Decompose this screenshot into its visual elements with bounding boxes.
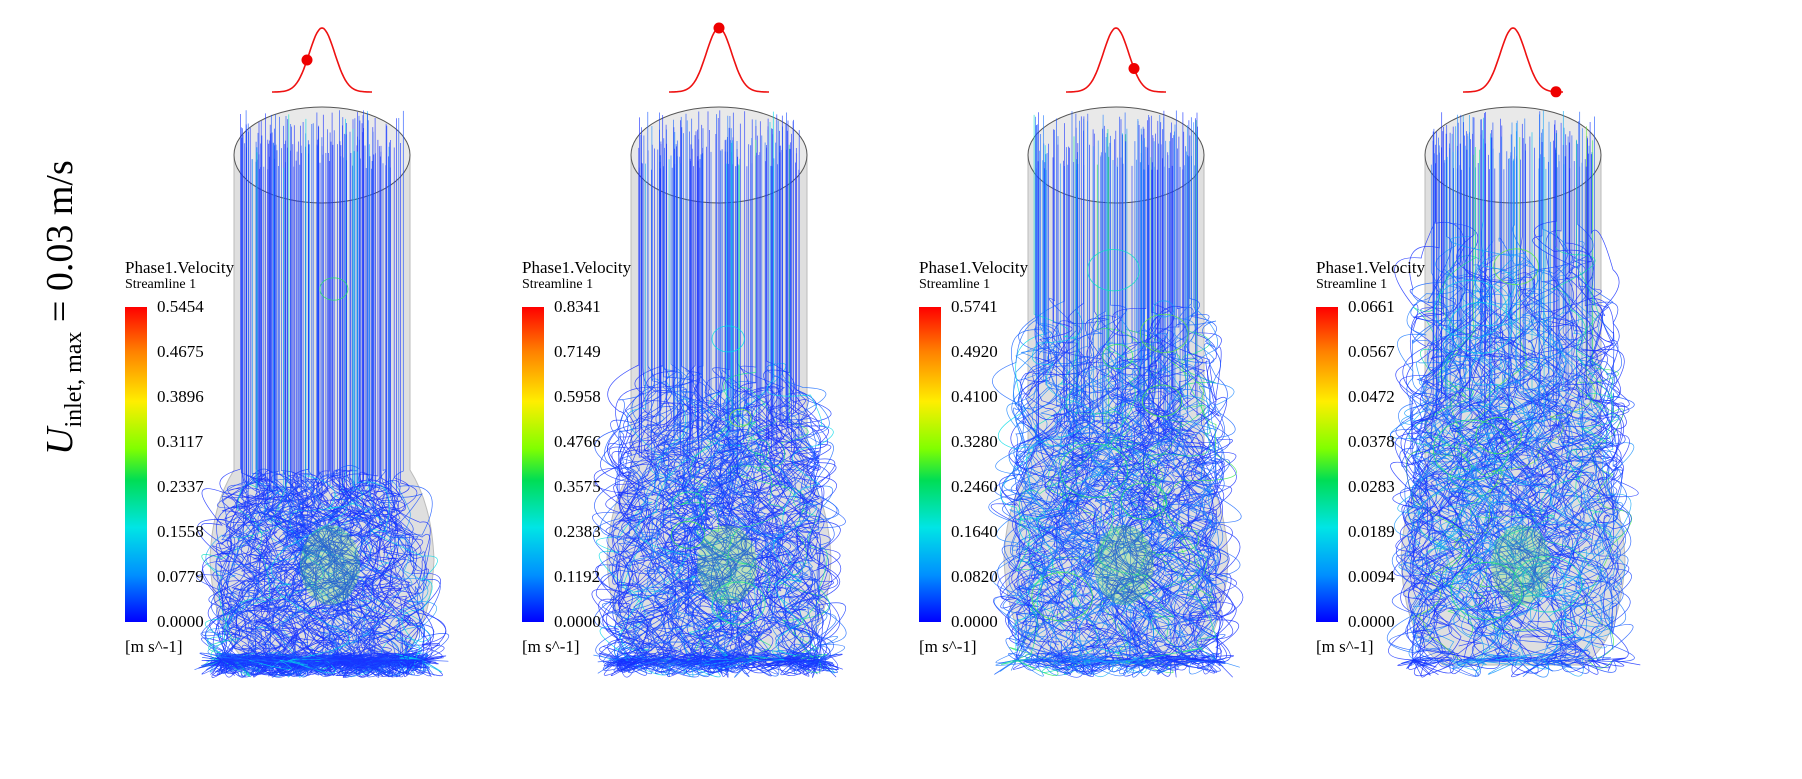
colorbar <box>125 307 147 622</box>
streamlines <box>1386 110 1641 678</box>
legend-title: Phase1.Velocity <box>1316 258 1426 277</box>
row-label-symbol: U <box>39 425 81 455</box>
legend-title: Phase1.Velocity <box>919 258 1029 277</box>
colorbar-tick-label: 0.0567 <box>1348 342 1395 361</box>
pulse-curve <box>1066 27 1166 93</box>
streamlines <box>591 110 847 678</box>
colorbar-tick-label: 0.0000 <box>951 612 998 631</box>
colorbar-tick-label: 0.3575 <box>554 477 601 496</box>
colorbar-tick-label: 0.0189 <box>1348 522 1395 541</box>
colorbar-tick-label: 0.0000 <box>554 612 601 631</box>
colorbar-tick-label: 0.0378 <box>1348 432 1395 451</box>
pulse-phase-marker <box>713 22 725 34</box>
colorbar-tick-label: 0.0820 <box>951 567 998 586</box>
colorbar-tick-label: 0.1192 <box>554 567 601 586</box>
colorbar-tick-label: 0.1640 <box>951 522 998 541</box>
legend-subtitle: Streamline 1 <box>522 277 594 292</box>
colorbar-tick-label: 0.0779 <box>157 567 204 586</box>
colorbar-tick-label: 0.5454 <box>157 297 204 316</box>
colorbar-tick-label: 0.0094 <box>1348 567 1395 586</box>
panel-2: Phase1.Velocity Streamline 1 [m s^-1] 0.8… <box>504 0 910 779</box>
row-label: Uinlet, max = 0.03 m/s <box>0 0 110 779</box>
pulse-curve <box>272 27 372 93</box>
legend-title: Phase1.Velocity <box>125 258 235 277</box>
colorbar <box>1316 307 1338 622</box>
colorbar-tick-label: 0.5958 <box>554 387 601 406</box>
colorbar-tick-label: 0.2337 <box>157 477 204 496</box>
streamlines <box>194 110 450 678</box>
legend-subtitle: Streamline 1 <box>1316 277 1388 292</box>
panel-1: Phase1.Velocity Streamline 1 [m s^-1] 0.5… <box>107 0 513 779</box>
colorbar-tick-label: 0.3280 <box>951 432 998 451</box>
colorbar-legend: Phase1.Velocity Streamline 1 [m s^-1] 0.5… <box>125 258 265 678</box>
colorbar-tick-label: 0.2460 <box>951 477 998 496</box>
colorbar-tick-label: 0.0661 <box>1348 297 1395 316</box>
streamlines <box>988 110 1244 678</box>
row-label-subscript: inlet, max <box>61 332 87 428</box>
inlet-pulse-waveform <box>272 27 372 93</box>
legend-subtitle: Streamline 1 <box>125 277 197 292</box>
colorbar-tick-label: 0.3117 <box>157 432 204 451</box>
streamline-render <box>988 27 1244 678</box>
legend-title: Phase1.Velocity <box>522 258 632 277</box>
pulse-curve <box>1463 27 1563 93</box>
colorbar-tick-label: 0.0000 <box>1348 612 1395 631</box>
legend-unit: [m s^-1] <box>1316 637 1374 656</box>
colorbar-tick-label: 0.3896 <box>157 387 204 406</box>
legend-unit: [m s^-1] <box>125 637 183 656</box>
colorbar-tick-label: 0.4766 <box>554 432 601 451</box>
colorbar-legend: Phase1.Velocity Streamline 1 [m s^-1] 0.5… <box>919 258 1059 678</box>
colorbar-tick-label: 0.0000 <box>157 612 204 631</box>
colorbar-tick-label: 0.1558 <box>157 522 204 541</box>
colorbar <box>522 307 544 622</box>
colorbar-tick-label: 0.2383 <box>554 522 601 541</box>
colorbar-legend: Phase1.Velocity Streamline 1 [m s^-1] 0.8… <box>522 258 662 678</box>
pulse-phase-marker <box>1128 63 1140 74</box>
pulse-curve <box>669 27 769 93</box>
streamline-render <box>1386 27 1641 678</box>
colorbar <box>919 307 941 622</box>
colorbar-tick-label: 0.4920 <box>951 342 998 361</box>
colorbar-tick-label: 0.7149 <box>554 342 601 361</box>
row-label-rest: = 0.03 m/s <box>39 160 81 331</box>
pulse-phase-marker <box>1550 86 1562 98</box>
colorbar-tick-label: 0.5741 <box>951 297 998 316</box>
colorbar-tick-label: 0.8341 <box>554 297 601 316</box>
streamline-render <box>194 27 450 678</box>
colorbar-tick-label: 0.0472 <box>1348 387 1395 406</box>
panel-3: Phase1.Velocity Streamline 1 [m s^-1] 0.5… <box>901 0 1307 779</box>
pulse-phase-marker <box>301 54 313 66</box>
inlet-pulse-waveform <box>1463 27 1563 98</box>
colorbar-legend: Phase1.Velocity Streamline 1 [m s^-1] 0.0… <box>1316 258 1456 678</box>
colorbar-tick-label: 0.0283 <box>1348 477 1395 496</box>
inlet-pulse-waveform <box>1066 27 1166 93</box>
legend-subtitle: Streamline 1 <box>919 277 991 292</box>
svg-text:Uinlet, max = 0.03 m/s: Uinlet, max = 0.03 m/s <box>39 160 87 455</box>
streamline-render <box>591 22 847 678</box>
panel-4: Phase1.Velocity Streamline 1 [m s^-1] 0.0… <box>1298 0 1704 779</box>
legend-unit: [m s^-1] <box>522 637 580 656</box>
colorbar-tick-label: 0.4100 <box>951 387 998 406</box>
legend-unit: [m s^-1] <box>919 637 977 656</box>
inlet-pulse-waveform <box>669 22 769 93</box>
colorbar-tick-label: 0.4675 <box>157 342 204 361</box>
